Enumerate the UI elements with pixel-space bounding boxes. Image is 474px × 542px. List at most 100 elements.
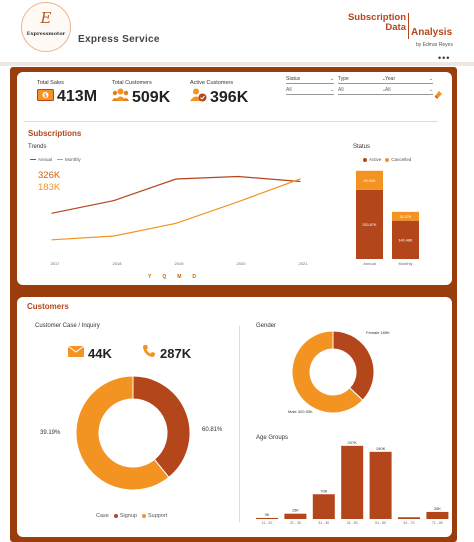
x-tick-label: 2017 xyxy=(51,261,61,266)
legend-swatch-annual xyxy=(30,158,36,161)
x-tick-label: 21 - 30 xyxy=(290,521,301,525)
clear-filters-icon[interactable] xyxy=(433,86,443,99)
data-point xyxy=(237,175,239,178)
x-tick-label: Monthly xyxy=(398,261,412,266)
active-users-icon xyxy=(190,88,207,107)
slicer-label: Type xyxy=(338,76,349,82)
male-label: Male 320.93K xyxy=(288,409,313,414)
bar-cancelled xyxy=(392,211,419,221)
gender-title: Gender xyxy=(256,323,277,329)
brand-author: by Edmar Reyes xyxy=(416,42,453,48)
x-tick-label: 2021 xyxy=(299,261,309,266)
trends-title: Trends xyxy=(28,144,47,150)
bar-age-group xyxy=(398,517,420,519)
logo-text: Expressmotor xyxy=(26,31,66,37)
data-point xyxy=(113,235,115,237)
bar-value-label: 253.87K xyxy=(362,223,377,227)
svg-text:$: $ xyxy=(44,93,47,99)
slicer-collapse-icon[interactable]: ⌄ xyxy=(381,76,386,82)
legend-swatch-support xyxy=(141,514,146,518)
bar-value-label: 69.64K xyxy=(363,179,376,183)
slicer-value[interactable]: All xyxy=(286,87,292,93)
chevron-down-icon[interactable]: ⌄ xyxy=(329,87,334,93)
x-tick-label: 2019 xyxy=(175,261,185,266)
legend-label: Cancelled xyxy=(391,157,412,162)
slicer-value[interactable]: All xyxy=(385,87,391,93)
brand-divider xyxy=(408,13,409,39)
brand-analysis: Analysis xyxy=(411,27,453,38)
more-options-button[interactable]: ••• xyxy=(438,53,451,63)
slicer-label: Status xyxy=(286,76,301,82)
status-slicer[interactable]: Status ⌄ All ⌄ xyxy=(286,76,334,95)
case-legend: Case Signup Support xyxy=(96,513,167,519)
bar-value-label: 3K xyxy=(265,512,270,517)
bar-age-group xyxy=(426,511,449,519)
kpi-value: 509K xyxy=(132,88,171,106)
kpi-label: Total Sales xyxy=(37,80,64,86)
legend-label: Monthly xyxy=(65,157,81,162)
kpi-value: 413M xyxy=(57,88,98,105)
legend-label: Support xyxy=(147,513,168,519)
annual-total: 326K xyxy=(38,170,61,181)
bar-age-group xyxy=(369,451,392,519)
header: E Expressmotor Express Service Subscript… xyxy=(0,0,474,63)
chevron-down-icon[interactable]: ⌄ xyxy=(428,87,433,93)
bar-cancelled xyxy=(356,170,383,190)
slicer-label: Year xyxy=(385,76,396,82)
customers-title: Customers xyxy=(27,302,69,311)
legend-swatch-active xyxy=(363,157,367,162)
kpi-label: Active Customers xyxy=(190,80,234,86)
support-pct-label: 60.81% xyxy=(202,427,223,433)
chevron-down-icon[interactable]: ⌄ xyxy=(381,87,386,93)
drill-month-button[interactable]: M xyxy=(177,274,182,280)
drill-day-button[interactable]: D xyxy=(192,274,197,280)
bar-value-label: 190K xyxy=(376,446,386,451)
case-kpi-value: 44K xyxy=(88,345,112,361)
users-icon xyxy=(112,88,129,107)
drill-quarter-button[interactable]: Q xyxy=(162,274,167,280)
data-point xyxy=(175,178,177,180)
logo: E Expressmotor xyxy=(21,2,71,52)
bar-value-label: 70K xyxy=(320,488,327,493)
kpi-divider xyxy=(24,121,438,122)
bar-value-label: 207K xyxy=(348,440,358,445)
legend-swatch-monthly xyxy=(57,158,64,161)
slicer-collapse-icon[interactable]: ⌄ xyxy=(428,76,433,82)
signup-pct-label: 39.19% xyxy=(40,430,61,436)
status-legend: Active Cancelled xyxy=(363,157,411,162)
legend-swatch-signup xyxy=(113,514,118,518)
slicer-value[interactable]: All xyxy=(338,87,344,93)
monthly-total: 183K xyxy=(38,182,61,193)
donut-slice-support xyxy=(75,375,170,491)
legend-label: Signup xyxy=(119,513,137,519)
drill-year-button[interactable]: Y xyxy=(148,274,152,280)
type-slicer[interactable]: Type ⌄ All ⌄ xyxy=(338,76,386,95)
slicer-collapse-icon[interactable]: ⌄ xyxy=(329,76,334,82)
bar-age-group xyxy=(256,517,278,519)
x-tick-label: 61 - 70 xyxy=(404,521,415,525)
data-point xyxy=(175,222,177,224)
year-slicer[interactable]: Year ⌄ All ⌄ xyxy=(385,76,433,95)
bar-value-label: 140.48K xyxy=(398,238,413,242)
legend-label: Active xyxy=(369,157,382,162)
bar-active xyxy=(392,220,419,259)
age-groups-title: Age Groups xyxy=(256,435,289,441)
bar-value-label: 15K xyxy=(292,508,299,513)
legend-label: Annual xyxy=(38,157,53,162)
x-tick-label: 31 - 40 xyxy=(318,521,329,525)
data-point xyxy=(299,180,301,183)
legend-swatch-cancelled xyxy=(385,157,390,162)
bar-value-label: 32.37K xyxy=(399,215,412,219)
data-point xyxy=(113,199,115,202)
x-tick-label: Annual xyxy=(363,261,376,266)
x-tick-label: 41 - 50 xyxy=(347,521,358,525)
customers-divider xyxy=(239,326,240,522)
data-point xyxy=(51,239,53,241)
mail-icon xyxy=(67,344,85,362)
subscriptions-title: Subscriptions xyxy=(28,129,82,138)
x-tick-label: 71 - 80 xyxy=(432,521,443,525)
